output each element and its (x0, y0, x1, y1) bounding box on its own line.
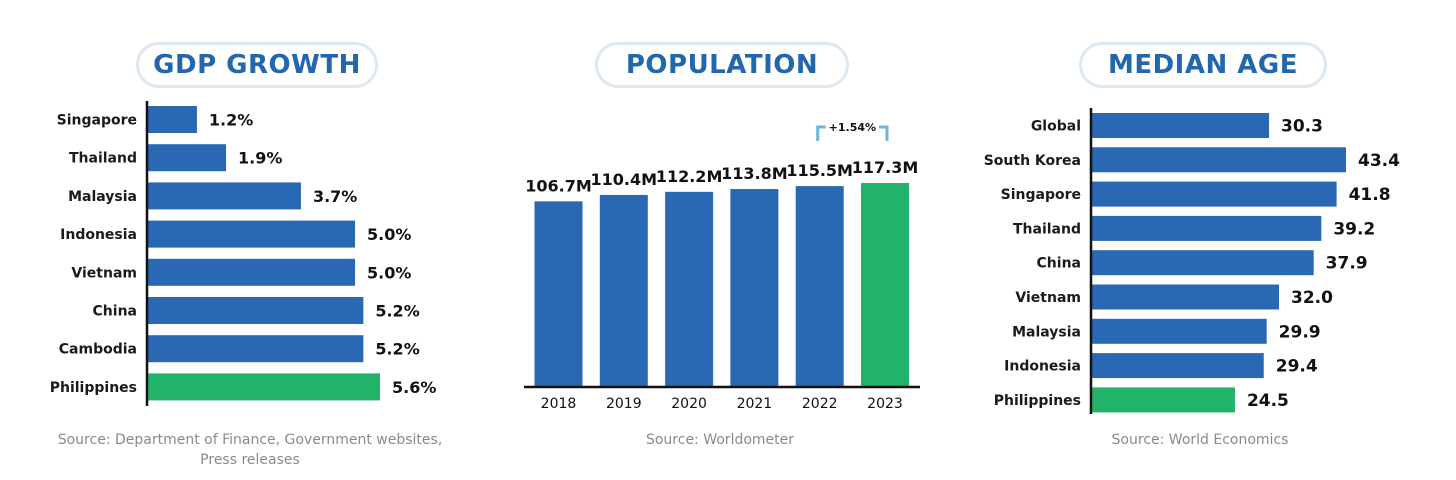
gdp-value-label: 1.2% (209, 111, 253, 130)
age-category-label: Malaysia (1012, 324, 1081, 340)
age-value-label: 24.5 (1247, 391, 1289, 411)
gdp-category-label: Thailand (69, 151, 137, 167)
age-category-label: Vietnam (1015, 290, 1081, 306)
age-category-label: Philippines (994, 393, 1081, 409)
population-value-label: 113.8M (721, 164, 788, 183)
age-value-label: 32.0 (1291, 288, 1333, 308)
population-year-label: 2021 (737, 396, 773, 412)
gdp-bar (147, 220, 356, 248)
median-age-title: MEDIAN AGE (1079, 42, 1327, 88)
population-year-label: 2023 (867, 396, 903, 412)
gdp-bar (147, 297, 364, 324)
gdp-value-label: 5.2% (375, 302, 419, 321)
age-bar (1091, 250, 1314, 276)
population-bar (861, 183, 909, 386)
gdp-bar (147, 335, 364, 363)
age-bar (1091, 387, 1235, 413)
gdp-value-label: 3.7% (313, 187, 357, 206)
population-bar (665, 191, 714, 386)
gdp-bar (147, 144, 227, 172)
population-bar (795, 186, 844, 386)
gdp-category-label: Philippines (50, 380, 137, 396)
population-year-label: 2020 (671, 396, 707, 412)
growth-bracket (816, 125, 889, 141)
age-category-label: Indonesia (1004, 359, 1081, 375)
age-bar (1091, 318, 1267, 344)
population-value-label: 106.7M (525, 176, 592, 195)
age-bar (1091, 353, 1264, 379)
age-value-label: 30.3 (1281, 117, 1323, 137)
gdp-category-label: Cambodia (59, 342, 137, 358)
age-category-label: Global (1031, 119, 1081, 135)
gdp-bar (147, 373, 380, 401)
gdp-bar (147, 258, 356, 286)
gdp-category-label: Vietnam (71, 265, 137, 281)
age-value-label: 43.4 (1358, 151, 1400, 171)
gdp-value-label: 5.0% (367, 225, 411, 244)
age-category-label: Thailand (1013, 221, 1081, 237)
growth-annotation: +1.54% (829, 121, 876, 134)
population-year-label: 2019 (606, 396, 642, 412)
population-year-label: 2022 (802, 396, 838, 412)
population-bar (730, 189, 779, 386)
population-bar (534, 201, 583, 386)
age-bar (1091, 147, 1346, 173)
age-bar (1091, 284, 1280, 310)
gdp-growth-source: Source: Department of Finance, Governmen… (57, 432, 443, 468)
gdp-growth-title: GDP GROWTH (136, 42, 378, 88)
age-value-label: 39.2 (1333, 219, 1375, 239)
population-value-label: 115.5M (786, 161, 853, 180)
age-bar (1091, 113, 1270, 138)
population-value-label: 112.2M (656, 167, 723, 186)
gdp-category-label: China (93, 304, 137, 320)
age-category-label: China (1037, 256, 1081, 272)
median-age-source: Source: World Economics (1111, 432, 1289, 448)
age-value-label: 41.8 (1349, 185, 1391, 205)
gdp-value-label: 5.6% (392, 378, 436, 397)
gdp-category-label: Singapore (57, 113, 137, 129)
population-title: POPULATION (595, 42, 849, 88)
gdp-category-label: Indonesia (60, 227, 137, 243)
population-bar (599, 194, 648, 386)
gdp-value-label: 5.0% (367, 263, 411, 282)
population-source: Source: Worldometer (645, 432, 795, 448)
population-value-label: 110.4M (591, 170, 658, 189)
gdp-bar (147, 182, 301, 210)
age-category-label: South Korea (984, 153, 1081, 169)
age-bar (1091, 215, 1322, 241)
age-bar (1091, 181, 1337, 207)
age-category-label: Singapore (1001, 187, 1081, 203)
gdp-value-label: 5.2% (375, 340, 419, 359)
gdp-bar (147, 106, 197, 133)
age-value-label: 29.9 (1279, 322, 1321, 342)
population-value-label: 117.3M (852, 158, 919, 177)
gdp-value-label: 1.9% (238, 149, 282, 168)
population-year-label: 2018 (541, 396, 577, 412)
gdp-category-label: Malaysia (68, 189, 137, 205)
age-value-label: 37.9 (1326, 254, 1368, 274)
age-value-label: 29.4 (1276, 357, 1318, 377)
